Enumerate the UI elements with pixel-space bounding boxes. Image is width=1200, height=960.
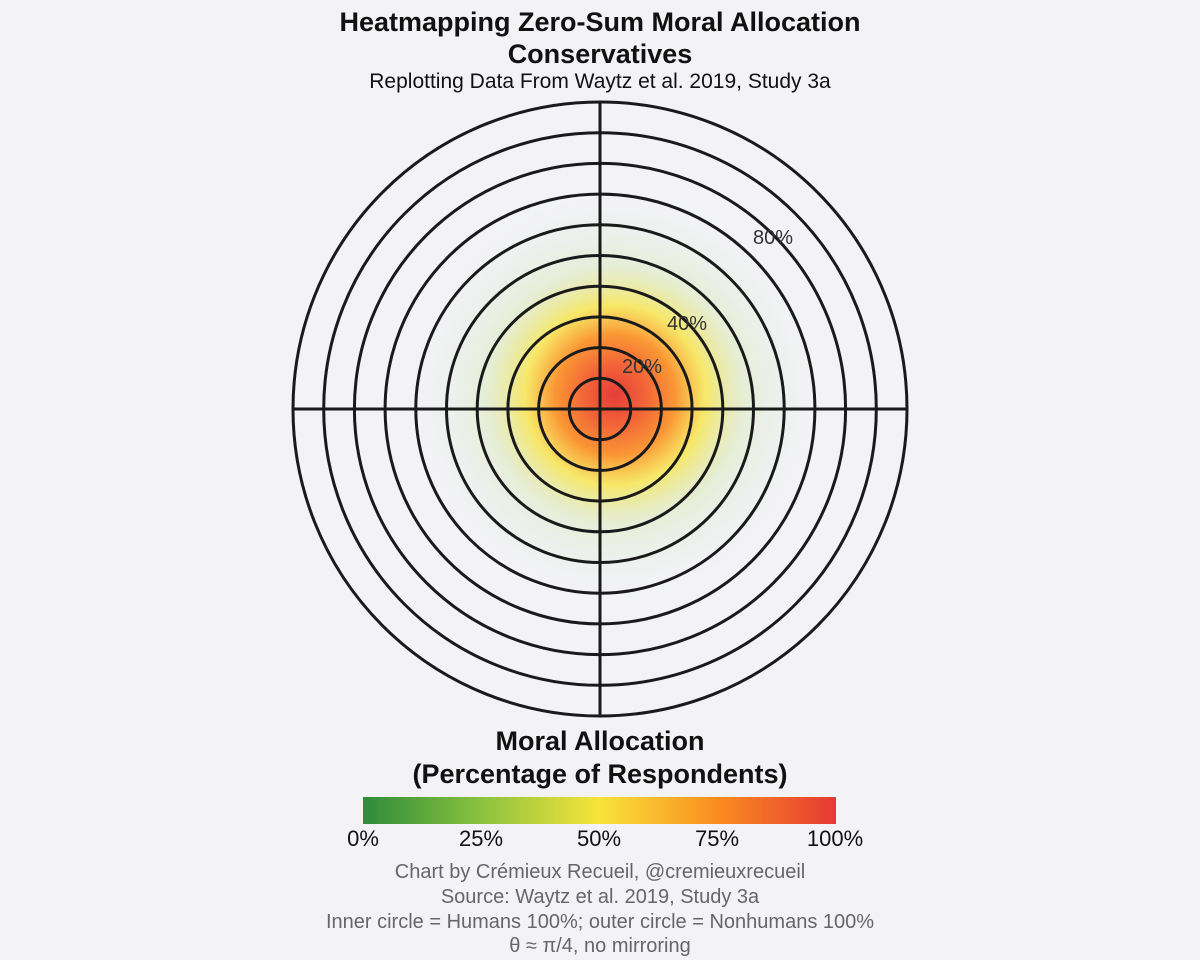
legend-tick-0: 0% [347, 826, 379, 851]
ring-label-20pct: 20% [622, 356, 662, 378]
caption-source: Source: Waytz et al. 2019, Study 3a [440, 886, 760, 908]
legend-tick-100: 100% [806, 826, 864, 851]
ring-label-40pct: 40% [667, 313, 707, 335]
legend-title: Moral Allocation [495, 726, 705, 756]
legend-tick-75: 75% [694, 826, 740, 851]
chart-subtitle: Replotting Data From Waytz et al. 2019, … [369, 70, 831, 93]
caption-note: Inner circle = Humans 100%; outer circle… [325, 911, 875, 933]
chart-title: Heatmapping Zero-Sum Moral Allocation [339, 7, 861, 37]
caption-author: Chart by Crémieux Recueil, @cremieuxrecu… [394, 861, 806, 883]
legend-subtitle: (Percentage of Respondents) [412, 759, 788, 789]
legend-tick-50: 50% [576, 826, 622, 851]
ring-label-80pct: 80% [753, 227, 793, 249]
legend-tick-25: 25% [458, 826, 504, 851]
chart-title-group: Conservatives [507, 39, 693, 69]
color-scale-bar [363, 797, 836, 824]
caption-angle: θ ≈ π/4, no mirroring [509, 935, 691, 957]
